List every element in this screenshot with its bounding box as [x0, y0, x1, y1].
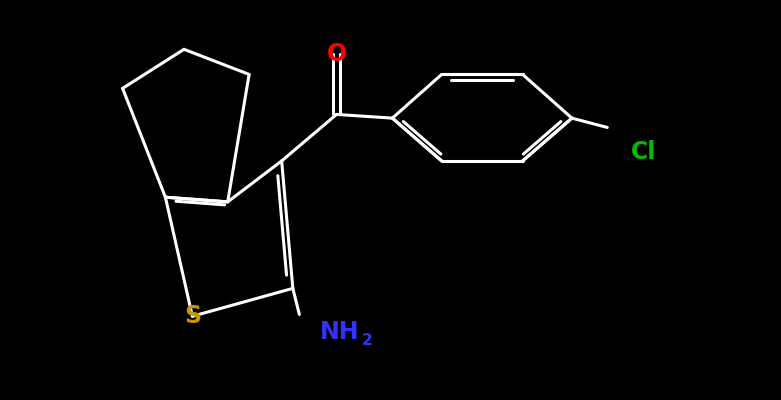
- Text: NH: NH: [319, 320, 359, 344]
- Text: Cl: Cl: [630, 140, 656, 164]
- Text: 2: 2: [362, 333, 373, 348]
- Text: S: S: [184, 304, 201, 328]
- Text: O: O: [326, 42, 347, 66]
